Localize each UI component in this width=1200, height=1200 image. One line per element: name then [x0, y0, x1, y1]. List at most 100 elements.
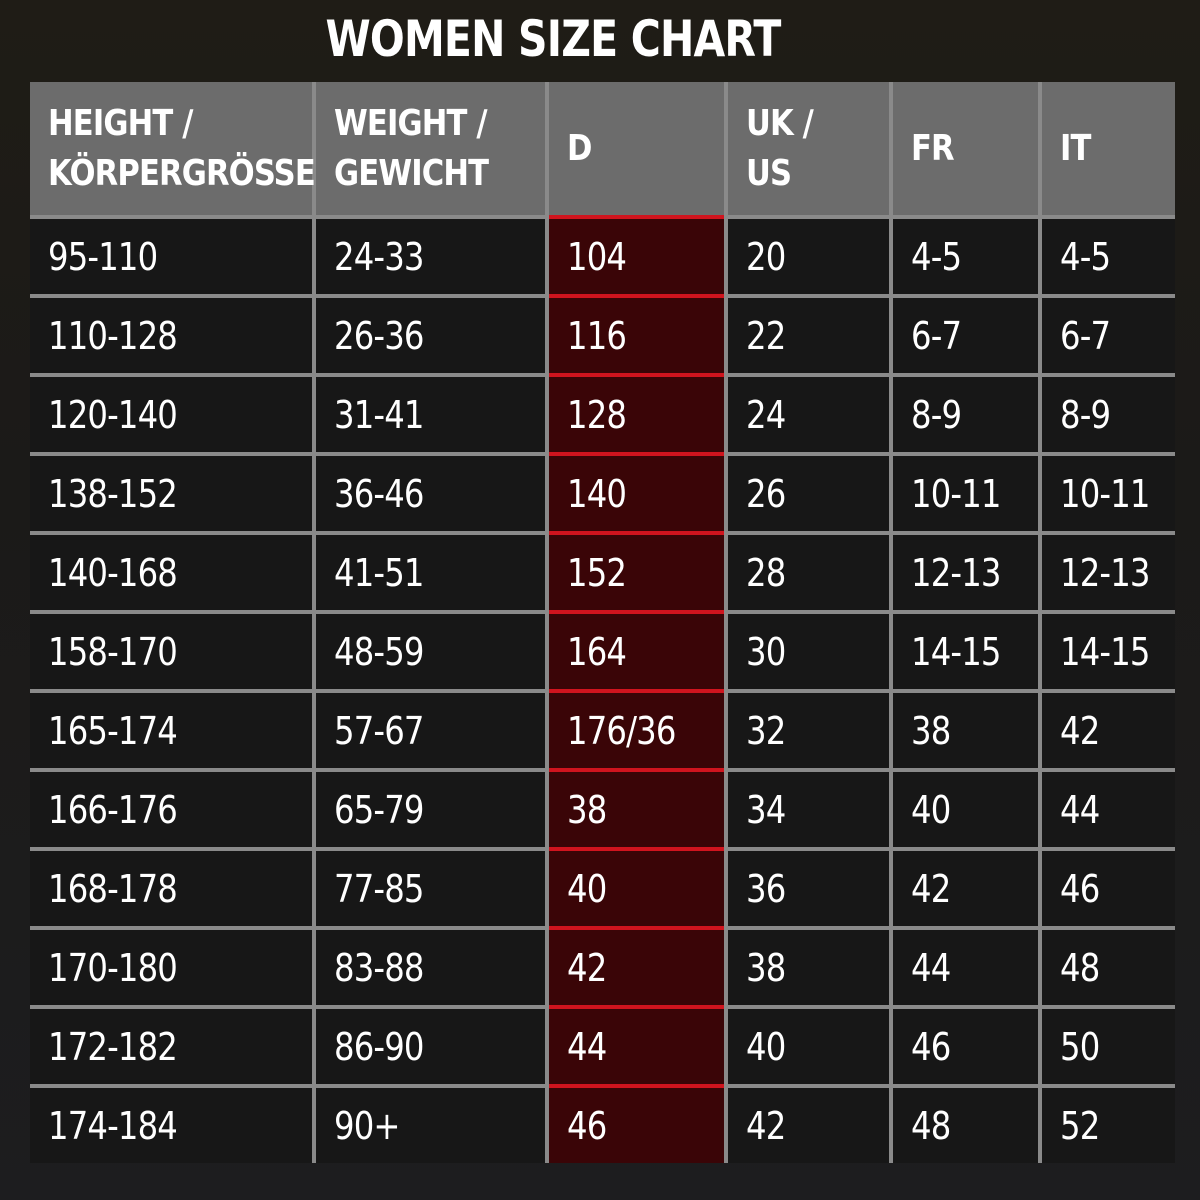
cell-text: 8-9 [911, 392, 962, 437]
size-table: HEIGHT / KÖRPERGRÖSSE WEIGHT / GEWICHT D UK… [30, 82, 1175, 1163]
table-cell: 36-46 [316, 452, 545, 531]
cell-text: 24 [746, 392, 786, 437]
cell-text: 6-7 [911, 313, 962, 358]
table-cell: 36 [728, 847, 889, 926]
table-cell: 34 [728, 768, 889, 847]
cell-text: 90+ [334, 1103, 400, 1148]
cell-text: 44 [1060, 787, 1100, 832]
cell-text: 40 [567, 866, 607, 911]
table-cell: 24 [728, 373, 889, 452]
table-cell: 166-176 [30, 768, 312, 847]
table-cell: 24-33 [316, 215, 545, 294]
table-cell: 44 [893, 926, 1038, 1005]
cell-text: 52 [1060, 1103, 1100, 1148]
table-cell: 38 [549, 768, 724, 847]
table-cell: 164 [549, 610, 724, 689]
table-cell: 46 [1042, 847, 1175, 926]
table-cell: 12-13 [893, 531, 1038, 610]
table-cell: 4-5 [1042, 215, 1175, 294]
cell-text: 48-59 [334, 629, 424, 674]
cell-text: 165-174 [48, 708, 178, 753]
table-cell: 6-7 [893, 294, 1038, 373]
table-cell: 170-180 [30, 926, 312, 1005]
table-cell: 40 [549, 847, 724, 926]
table-cell: 116 [549, 294, 724, 373]
header-cell: UK / US [728, 82, 889, 215]
table-cell: 57-67 [316, 689, 545, 768]
cell-text: 110-128 [48, 313, 178, 358]
cell-text: 172-182 [48, 1024, 178, 1069]
title: WOMEN SIZE CHART [325, 10, 782, 68]
cell-text: 14-15 [1060, 629, 1150, 674]
table-cell: 46 [549, 1084, 724, 1163]
cell-text: 65-79 [334, 787, 424, 832]
table-cell: 42 [893, 847, 1038, 926]
header-cell: IT [1042, 82, 1175, 215]
cell-text: 164 [567, 629, 627, 674]
table-cell: 8-9 [1042, 373, 1175, 452]
table-cell: 104 [549, 215, 724, 294]
table-cell: 28 [728, 531, 889, 610]
table-cell: 95-110 [30, 215, 312, 294]
cell-text: 168-178 [48, 866, 178, 911]
cell-text: 116 [567, 313, 627, 358]
table-cell: 48-59 [316, 610, 545, 689]
cell-text: 38 [746, 945, 786, 990]
cell-text: 170-180 [48, 945, 178, 990]
cell-text: 26-36 [334, 313, 424, 358]
cell-text: 46 [911, 1024, 951, 1069]
table-cell: 110-128 [30, 294, 312, 373]
cell-text: 138-152 [48, 471, 178, 516]
cell-text: 176/36 [567, 708, 676, 753]
table-cell: 38 [728, 926, 889, 1005]
cell-text: 46 [1060, 866, 1100, 911]
cell-text: 40 [746, 1024, 786, 1069]
cell-text: 77-85 [334, 866, 424, 911]
table-cell: 26 [728, 452, 889, 531]
cell-text: 8-9 [1060, 392, 1111, 437]
cell-text: 20 [746, 234, 786, 279]
table-cell: 40 [893, 768, 1038, 847]
cell-text: 95-110 [48, 234, 158, 279]
table-cell: 12-13 [1042, 531, 1175, 610]
cell-text: 46 [567, 1103, 607, 1148]
table-cell: 168-178 [30, 847, 312, 926]
cell-text: 50 [1060, 1024, 1100, 1069]
cell-text: 28 [746, 550, 786, 595]
table-cell: 172-182 [30, 1005, 312, 1084]
table-cell: 20 [728, 215, 889, 294]
table-cell: 8-9 [893, 373, 1038, 452]
cell-text: 6-7 [1060, 313, 1111, 358]
cell-text: 83-88 [334, 945, 424, 990]
cell-text: 152 [567, 550, 627, 595]
table-cell: 6-7 [1042, 294, 1175, 373]
table-cell: 42 [549, 926, 724, 1005]
cell-text: 86-90 [334, 1024, 424, 1069]
header-cell: HEIGHT / KÖRPERGRÖSSE [30, 82, 316, 215]
table-cell: 86-90 [316, 1005, 545, 1084]
cell-text: 158-170 [48, 629, 178, 674]
cell-text: 140-168 [48, 550, 178, 595]
table-cell: 65-79 [316, 768, 545, 847]
cell-text: 128 [567, 392, 627, 437]
cell-text: 44 [567, 1024, 607, 1069]
table-cell: 165-174 [30, 689, 312, 768]
cell-text: 42 [911, 866, 951, 911]
table-cell: 10-11 [1042, 452, 1175, 531]
cell-text: 57-67 [334, 708, 424, 753]
table-cell: 52 [1042, 1084, 1175, 1163]
table-cell: 38 [893, 689, 1038, 768]
cell-text: 40 [911, 787, 951, 832]
cell-text: 36 [746, 866, 786, 911]
table-cell: 4-5 [893, 215, 1038, 294]
cell-text: WEIGHT / GEWICHT [334, 102, 489, 194]
table-cell: 42 [728, 1084, 889, 1163]
table-cell: 158-170 [30, 610, 312, 689]
cell-text: 4-5 [1060, 234, 1111, 279]
cell-text: 48 [911, 1103, 951, 1148]
cell-text: IT [1060, 127, 1091, 169]
table-cell: 174-184 [30, 1084, 312, 1163]
table-cell: 14-15 [893, 610, 1038, 689]
table-cell: 22 [728, 294, 889, 373]
